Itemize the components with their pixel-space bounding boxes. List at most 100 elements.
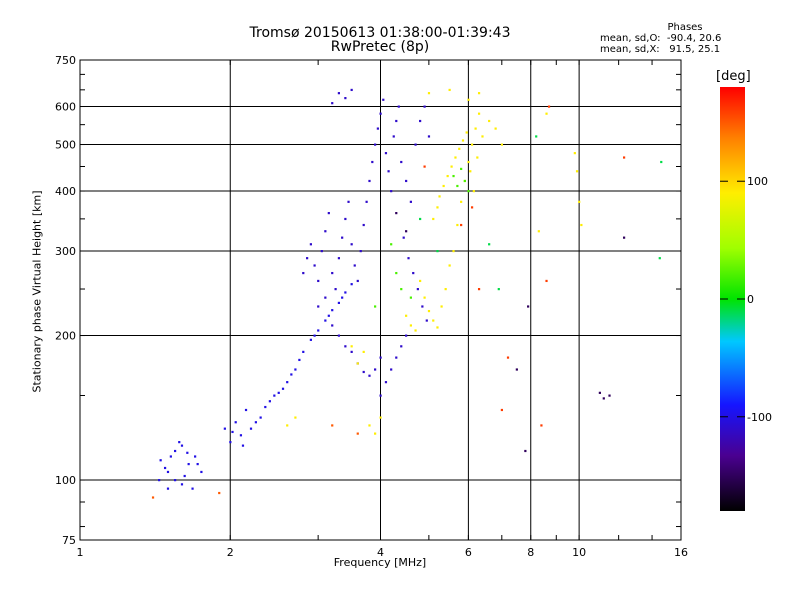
data-point [476,156,479,159]
data-point [320,250,323,253]
data-point [414,143,417,146]
x-tick-label: 1 [77,546,84,559]
data-point [460,167,463,171]
data-point [575,170,579,173]
y-tick-label: 300 [55,245,76,258]
data-point [407,257,410,260]
data-point [273,394,276,397]
data-point [444,288,447,291]
data-point [281,387,285,390]
data-point [196,462,199,466]
data-point [350,283,353,286]
data-point [395,119,398,123]
data-point [446,174,449,178]
phases-mean-x: mean, sd,X: 91.5, 25.1 [600,44,721,55]
data-point [347,200,350,203]
data-point [488,243,491,246]
data-point [452,250,455,253]
data-point [362,370,365,374]
data-point [151,496,155,499]
y-tick-label: 500 [55,139,76,152]
data-point [169,455,172,458]
colorbar-tick-label: 0 [747,293,754,306]
data-point [405,179,408,183]
data-point [218,491,221,495]
data-point [608,394,611,397]
data-point [249,427,253,430]
data-point [423,105,426,108]
data-point [414,329,417,332]
data-point [194,455,197,458]
data-point [382,98,385,101]
data-point [331,271,334,275]
data-point [622,236,626,239]
data-point [374,368,377,371]
data-point [341,296,344,299]
data-point [324,230,327,233]
data-point [442,184,445,188]
x-tick-label: 10 [572,546,586,559]
data-point [545,112,548,115]
data-point [277,391,280,394]
data-point [395,356,398,359]
y-tick-label: 75 [62,534,76,547]
data-point [438,195,441,198]
chart-subtitle: RwPretec (8p) [330,39,430,55]
colorbar-tick-label: -100 [747,411,772,424]
data-point [461,139,465,142]
data-point [432,319,435,322]
data-point [436,326,439,329]
data-point [331,324,334,327]
data-point [231,430,234,434]
data-point [337,92,341,95]
data-point [481,135,484,138]
data-point [400,345,403,348]
chart-title: Tromsø 20150613 01:38:00-01:39:43 [249,25,511,41]
data-point [180,483,184,486]
data-point [440,305,443,308]
data-point [432,217,435,221]
data-point [368,179,371,183]
data-point [390,243,393,246]
data-point [298,358,301,362]
data-point [578,200,581,203]
data-point [470,143,474,146]
data-point [467,160,470,164]
data-point [405,230,408,233]
y-tick-label: 200 [55,330,76,343]
data-point [324,296,327,299]
data-point [456,223,459,227]
data-point [467,190,470,193]
data-point [173,479,177,482]
data-point [515,368,518,371]
data-point [173,449,177,453]
data-point [158,479,161,482]
data-point [187,462,190,466]
data-point [302,350,305,353]
data-point [362,223,365,227]
data-point [374,305,377,308]
data-point [334,288,337,291]
data-point [452,174,455,178]
data-point [474,127,477,130]
data-point [290,373,293,376]
data-point [409,200,412,203]
data-point [460,223,463,227]
data-point [286,381,289,384]
data-point [309,243,312,246]
data-point [359,250,362,253]
data-point [602,397,605,400]
x-tick-label: 2 [227,546,234,559]
data-point [465,131,468,134]
data-point [436,206,439,209]
data-point [376,127,379,130]
data-point [469,170,472,173]
data-point [191,487,194,490]
data-point [344,345,347,348]
data-point [405,334,408,337]
data-point [419,279,422,283]
y-tick-label: 400 [55,185,76,198]
data-point [500,143,504,146]
data-point [477,92,481,95]
data-point [234,421,237,424]
